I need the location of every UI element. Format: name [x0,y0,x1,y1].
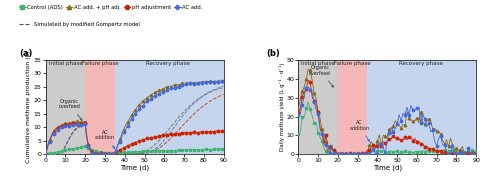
Text: AC
addition: AC addition [349,120,369,142]
Text: (a): (a) [19,49,32,58]
Text: Organic
overfeed: Organic overfeed [309,65,333,87]
Legend: Control (ADS), AC add. + pH adj., pH adjustment, AC add.: Control (ADS), AC add. + pH adj., pH adj… [17,3,204,12]
Bar [115,60,223,154]
Text: Organic
overfeed: Organic overfeed [59,99,82,120]
Text: AC
addition: AC addition [95,130,115,148]
Text: Failure phase: Failure phase [334,61,370,66]
Legend: Simulated by modified Gompertz model: Simulated by modified Gompertz model [17,19,142,29]
X-axis label: Time (d): Time (d) [120,165,149,171]
Y-axis label: Daily methane yield (L g⁻¹ · d⁻¹): Daily methane yield (L g⁻¹ · d⁻¹) [278,63,284,151]
Text: Recovery phase: Recovery phase [146,61,190,66]
X-axis label: Time (d): Time (d) [372,165,401,171]
Text: (b): (b) [266,49,279,58]
Bar [298,60,337,154]
Y-axis label: Cumulative methane production (L): Cumulative methane production (L) [26,51,31,163]
Bar [337,60,367,154]
Bar [85,60,115,154]
Text: Failure phase: Failure phase [82,61,118,66]
Text: Initial phase: Initial phase [300,61,334,66]
Text: Recovery phase: Recovery phase [398,61,442,66]
Bar [46,60,85,154]
Bar [367,60,475,154]
Text: Initial phase: Initial phase [48,61,82,66]
